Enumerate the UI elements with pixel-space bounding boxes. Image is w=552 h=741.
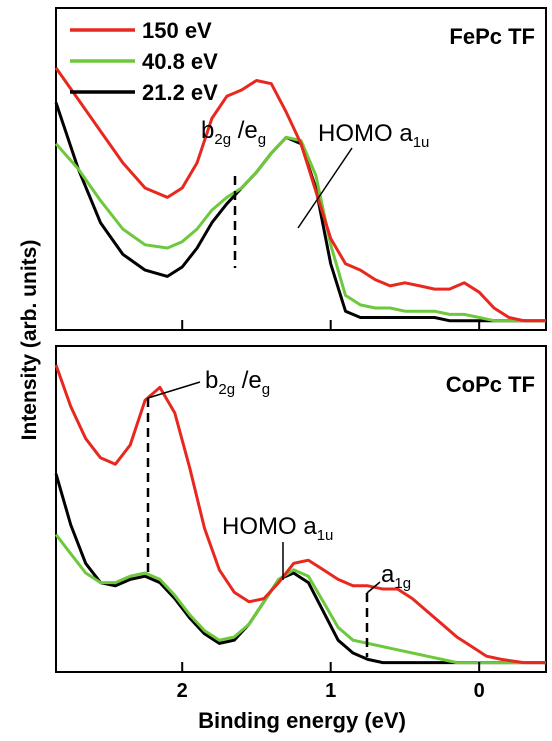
x-tick-label: 1	[325, 680, 336, 702]
top-series-150-ev	[54, 67, 546, 323]
bottom-panel-title: CoPc TF	[446, 372, 535, 397]
legend-label-21ev: 21.2 eV	[142, 80, 218, 105]
bottom-a1g-label: a1g	[381, 561, 411, 592]
top-b2g-eg-label: b2g /eg	[201, 117, 266, 148]
y-axis-title: Intensity (arb. units)	[18, 240, 41, 441]
legend-label-40ev: 40.8 eV	[142, 49, 218, 74]
top-panel-title: FePc TF	[449, 24, 535, 49]
bottom-homo-label: HOMO a1u	[222, 513, 333, 544]
top-series-40-8-ev	[54, 135, 546, 323]
x-tick-label: 2	[177, 680, 188, 702]
bottom-series-40-8-ev	[54, 533, 546, 665]
bottom-a1g-leader-line	[366, 581, 381, 594]
x-tick-label: 0	[474, 680, 485, 702]
bottom-series-21-2-ev	[54, 473, 546, 665]
top-panel-series	[54, 67, 546, 323]
legend: 150 eV 40.8 eV 21.2 eV	[70, 18, 218, 105]
bottom-panel-series	[54, 364, 546, 665]
top-homo-leader-line	[297, 147, 353, 229]
legend-label-150ev: 150 eV	[142, 18, 212, 43]
bottom-b2g-leader-line	[147, 381, 201, 399]
top-homo-label: HOMO a1u	[318, 120, 429, 151]
x-axis-ticks: 2 1 0	[177, 320, 485, 702]
x-axis-title: Binding energy (eV)	[198, 708, 406, 733]
top-panel-frame	[55, 7, 547, 331]
bottom-series-150-ev	[54, 364, 546, 665]
bottom-b2g-eg-label: b2g /eg	[205, 367, 270, 398]
bottom-panel-frame	[55, 345, 547, 673]
